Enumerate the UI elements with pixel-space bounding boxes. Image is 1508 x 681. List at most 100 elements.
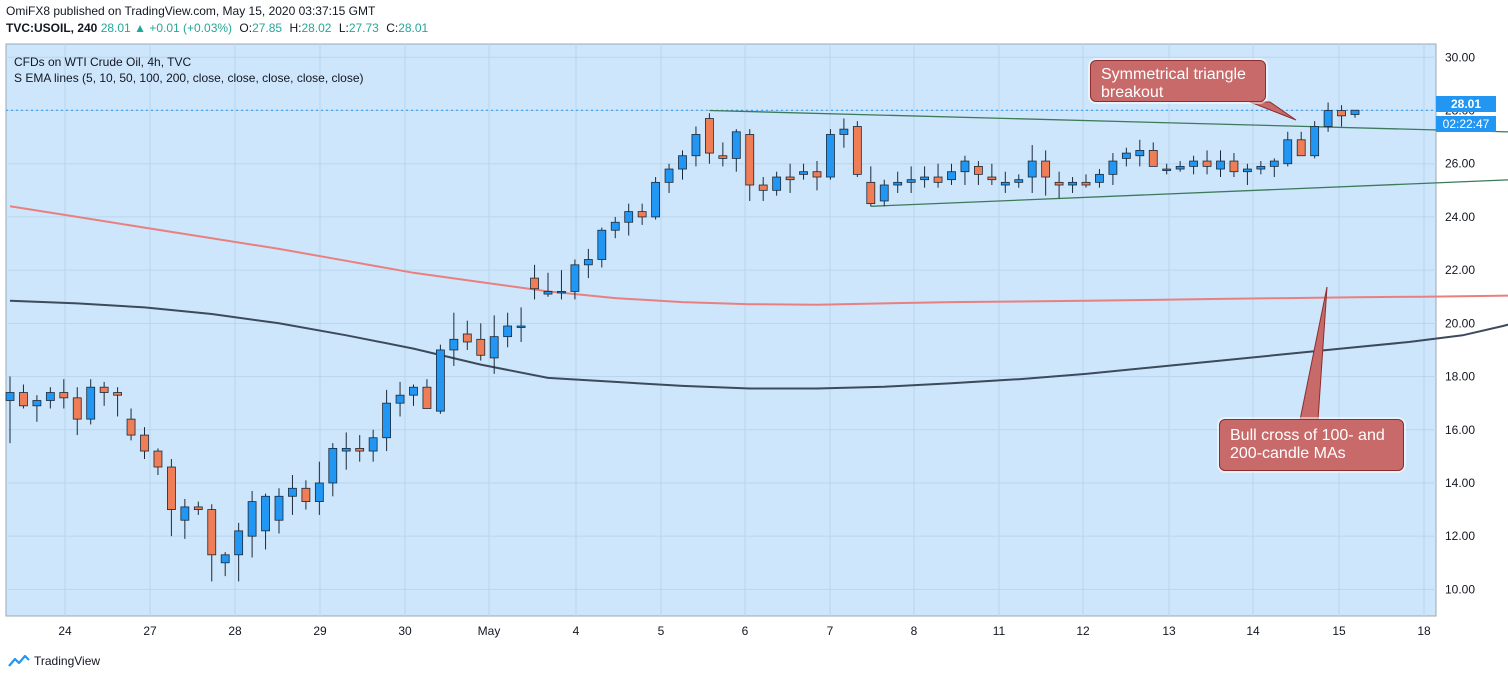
plot-area[interactable] <box>5 43 1437 617</box>
x-tick-label: 7 <box>827 624 834 638</box>
last-price-tag: 28.01 <box>1436 96 1496 112</box>
candle <box>1323 102 1333 132</box>
candle <box>1283 131 1293 167</box>
candle <box>557 270 566 300</box>
candle <box>1310 121 1320 159</box>
candle <box>678 150 687 180</box>
high-value: 28.02 <box>301 21 332 35</box>
candle <box>852 121 862 178</box>
candle <box>19 384 28 409</box>
y-tick-label: 22.00 <box>1445 263 1475 277</box>
candle <box>947 163 956 186</box>
candle <box>153 448 163 475</box>
symbol-bar: TVC:USOIL, 240 28.01 ▲ +0.01 (+0.03%) O:… <box>6 21 429 35</box>
candle <box>1229 153 1239 178</box>
candle <box>113 387 122 417</box>
x-tick-label: 27 <box>143 624 157 638</box>
candle <box>409 384 418 406</box>
countdown-tag: 02:22:47 <box>1436 116 1496 132</box>
candle <box>583 248 593 279</box>
candle <box>449 312 459 366</box>
candle <box>543 272 553 297</box>
candle <box>1027 145 1037 193</box>
y-tick-label: 16.00 <box>1445 423 1475 437</box>
close-value: 28.01 <box>398 21 429 35</box>
candle <box>1175 161 1185 172</box>
price-axis[interactable]: 30.0028.0026.0024.0022.0020.0018.0016.00… <box>1445 50 1475 596</box>
candle <box>126 408 136 441</box>
candle <box>462 320 472 350</box>
candle <box>1216 150 1225 178</box>
candle <box>1296 131 1306 157</box>
candle <box>1162 163 1172 175</box>
symbol: TVC:USOIL, 240 <box>6 21 98 35</box>
candle <box>193 501 203 515</box>
candle <box>691 126 701 167</box>
candle <box>435 344 445 414</box>
x-tick-label: 4 <box>573 624 580 638</box>
candle <box>745 129 755 201</box>
y-tick-label: 14.00 <box>1445 476 1475 490</box>
candle <box>1108 153 1118 186</box>
footer-brand: TradingView <box>34 654 101 668</box>
x-tick-label: 11 <box>993 624 1006 638</box>
candle <box>1350 109 1360 118</box>
candle <box>1000 171 1010 193</box>
open-value: 27.85 <box>252 21 283 35</box>
candle <box>180 498 190 539</box>
x-tick-label: May <box>478 624 501 638</box>
price-change: +0.01 (+0.03%) <box>149 21 233 35</box>
candle <box>1095 169 1104 188</box>
candle <box>166 459 176 537</box>
candle <box>301 480 311 510</box>
low-value: 27.73 <box>348 21 379 35</box>
time-axis[interactable]: 24 27 28 29 30 May 4 5 6 7 8 11 12 13 14 15 18 <box>58 624 1431 638</box>
candle <box>785 163 795 193</box>
candle <box>974 161 983 186</box>
publish-info: OmiFX8 published on TradingView.com, May… <box>6 4 376 18</box>
candle <box>1081 174 1091 188</box>
candle <box>1243 163 1252 186</box>
candle <box>314 461 324 515</box>
candle <box>489 315 499 374</box>
candle <box>72 387 82 436</box>
triangle-arrow <box>1249 101 1297 121</box>
candle <box>1256 161 1266 175</box>
candle <box>1189 155 1198 175</box>
x-tick-label: 5 <box>658 624 665 638</box>
candle <box>355 435 365 462</box>
candles <box>5 102 1360 582</box>
candle <box>1135 139 1145 167</box>
candle <box>261 493 270 550</box>
y-tick-label: 18.00 <box>1445 370 1475 384</box>
x-tick-label: 6 <box>742 624 749 638</box>
x-tick-label: 18 <box>1417 624 1431 638</box>
ema100-path <box>9 299 1508 390</box>
candle <box>610 216 620 239</box>
candle <box>597 227 607 268</box>
candle <box>906 166 916 193</box>
candle <box>476 323 486 361</box>
candle <box>382 389 392 452</box>
candle <box>32 395 42 422</box>
candle <box>1054 171 1064 199</box>
bull-cross-annotation: Bull cross of 100- and 200-candle MAs <box>1219 419 1404 471</box>
x-tick-label: 30 <box>398 624 412 638</box>
ema200-line <box>9 205 1508 306</box>
candle <box>422 379 432 409</box>
y-tick-label: 10.00 <box>1445 582 1475 596</box>
candle <box>664 163 674 193</box>
candle <box>220 552 230 577</box>
candle <box>1068 177 1077 193</box>
y-tick-label: 24.00 <box>1445 210 1475 224</box>
candle <box>772 171 782 196</box>
candle <box>207 504 217 582</box>
candle <box>99 381 109 406</box>
candle <box>5 376 15 444</box>
x-tick-label: 13 <box>1162 624 1176 638</box>
candle <box>1041 150 1051 196</box>
candle <box>288 474 297 515</box>
candle <box>651 177 660 220</box>
triangle-breakout-annotation: Symmetrical triangle breakout <box>1090 60 1266 102</box>
